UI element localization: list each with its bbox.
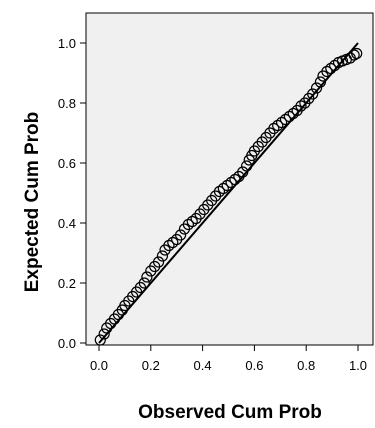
x-tick-label: 0.6 (245, 358, 263, 373)
data-point (141, 271, 153, 283)
data-point (213, 185, 226, 198)
data-point (348, 49, 360, 61)
data-point (94, 334, 106, 346)
data-point (186, 215, 198, 228)
data-point (351, 47, 363, 60)
data-point (310, 82, 323, 94)
y-tick-label: 0.2 (58, 276, 76, 291)
data-point (279, 113, 292, 126)
data-point (321, 65, 333, 78)
data-point (287, 107, 299, 120)
data-point (325, 62, 337, 75)
data-point (229, 173, 241, 186)
data-point (182, 218, 194, 231)
x-tick-label: 0.4 (194, 358, 212, 373)
data-point (138, 277, 150, 289)
y-tick-label: 0.6 (58, 156, 76, 171)
data-point (163, 239, 175, 252)
data-point (156, 250, 169, 262)
data-point (283, 110, 295, 123)
y-axis-title: Expected Cum Prob (22, 112, 43, 293)
data-point (221, 179, 233, 192)
x-axis-title: Observed Cum Prob (138, 402, 322, 423)
axes-layer: 0.0 0.2 0.4 0.6 0.8 1.0 0.0 0.2 0.4 0.6 0.8 1.0 (58, 36, 367, 373)
data-point (217, 182, 229, 195)
data-point (241, 160, 253, 172)
data-point (98, 328, 110, 340)
data-point (167, 236, 179, 249)
y-tick-label: 0.4 (58, 216, 76, 231)
data-point (272, 119, 284, 132)
data-point (276, 116, 288, 129)
data-point (152, 256, 165, 268)
data-point (225, 176, 237, 189)
y-tick-label: 0.0 (58, 336, 76, 351)
data-point (174, 229, 187, 241)
data-point (314, 76, 327, 88)
data-point (307, 88, 319, 100)
y-tick-label: 1.0 (58, 36, 76, 51)
y-tick-label: 0.8 (58, 96, 76, 111)
x-tick-label: 1.0 (349, 358, 367, 373)
data-points-layer (94, 47, 363, 346)
data-point (268, 122, 280, 135)
x-tick-label: 0.0 (90, 358, 108, 373)
data-point (237, 166, 249, 178)
x-tick-label: 0.2 (142, 358, 160, 373)
data-point (295, 100, 307, 112)
x-tick-label: 0.8 (297, 358, 315, 373)
